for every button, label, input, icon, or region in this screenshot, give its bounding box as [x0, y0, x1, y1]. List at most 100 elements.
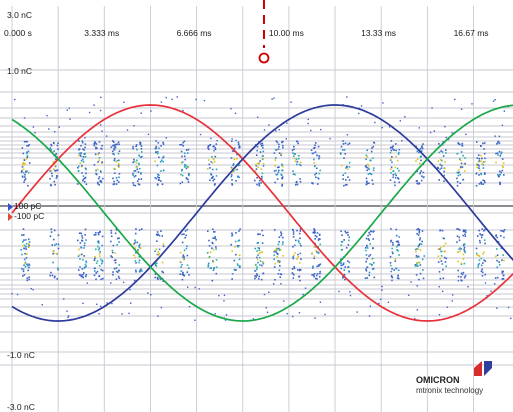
pd-point: [256, 176, 258, 179]
pd-point: [460, 263, 463, 266]
pd-point: [297, 154, 300, 157]
pd-point: [366, 257, 368, 260]
pd-point: [115, 267, 118, 269]
pd-point: [459, 159, 462, 162]
pd-point: [293, 157, 296, 160]
pd-point: [80, 274, 83, 277]
pd-point: [22, 164, 25, 166]
pd-point: [478, 259, 481, 262]
pd-point: [236, 168, 239, 171]
pd-point: [480, 160, 483, 163]
pd-point: [313, 152, 315, 154]
pd-point: [23, 239, 25, 241]
pd-point: [118, 269, 120, 272]
pd-point: [113, 167, 115, 170]
pd-point: [181, 241, 184, 244]
pd-point: [276, 141, 279, 144]
pd-point: [370, 230, 373, 233]
pd-point: [154, 160, 156, 163]
pd-point: [213, 267, 215, 269]
pd-point: [292, 255, 295, 258]
pd-point: [182, 141, 185, 144]
pd-point: [419, 237, 421, 239]
pd-point: [341, 234, 343, 236]
pd-point: [97, 168, 99, 171]
pd-point: [366, 163, 369, 165]
pd-point: [95, 143, 98, 145]
pd-point: [118, 176, 120, 179]
pd-point: [398, 254, 400, 256]
pd-point: [398, 148, 401, 151]
pd-point: [136, 159, 138, 162]
pd-point: [484, 242, 486, 245]
pd-point: [114, 168, 116, 170]
pd-point: [500, 152, 502, 155]
pd-point: [118, 143, 120, 146]
pd-point: [51, 244, 54, 246]
pd-point: [499, 154, 502, 157]
pd-point: [82, 148, 84, 150]
pd-point: [496, 266, 499, 269]
pd-point: [475, 184, 478, 187]
pd-point: [297, 269, 299, 271]
pd-point: [343, 157, 345, 159]
pd-point: [180, 150, 183, 153]
pd-point: [215, 168, 218, 171]
pd-point: [416, 263, 418, 265]
pd-point: [256, 145, 259, 148]
pd-point: [341, 164, 343, 167]
pd-point: [348, 142, 351, 145]
pd-point: [500, 151, 503, 154]
pd-point: [110, 282, 112, 284]
pd-point: [420, 170, 423, 172]
pd-point: [93, 141, 96, 143]
pd-point: [397, 241, 400, 244]
pd-point: [231, 171, 234, 174]
pd-point: [93, 267, 96, 270]
pd-point: [76, 166, 79, 169]
pd-point: [372, 247, 374, 250]
y-tick-label: -1.0 nC: [7, 350, 35, 360]
pd-point: [98, 141, 101, 143]
pd-point: [286, 122, 288, 124]
logo-tagline: mtronix technology: [416, 386, 483, 395]
pd-point: [482, 183, 485, 186]
pd-point: [21, 147, 24, 149]
pd-point: [183, 249, 186, 252]
pd-point: [318, 155, 321, 158]
pd-point: [82, 158, 84, 161]
pd-point: [110, 235, 113, 238]
pd-point: [206, 230, 209, 233]
pd-point: [118, 241, 120, 243]
pd-point: [495, 234, 498, 237]
pd-point: [475, 164, 478, 166]
pd-point: [99, 124, 102, 126]
pd-point: [282, 254, 284, 257]
pd-point: [397, 178, 400, 180]
time-cursor[interactable]: [258, 0, 270, 64]
pd-point: [134, 260, 137, 262]
pd-point: [100, 96, 102, 99]
pd-point: [495, 152, 497, 155]
pd-point: [366, 166, 368, 169]
cursor-handle[interactable]: [258, 52, 270, 64]
pd-point: [366, 182, 369, 185]
pd-point: [147, 133, 150, 136]
pd-point: [481, 228, 484, 230]
pd-point: [392, 174, 395, 176]
pd-point: [496, 141, 499, 144]
pd-point: [97, 232, 100, 234]
pd-point: [210, 172, 212, 175]
pd-point: [99, 230, 101, 233]
pd-point: [397, 244, 399, 247]
pd-point: [277, 143, 280, 146]
pd-point: [342, 174, 345, 176]
pd-point: [98, 157, 101, 159]
pd-point: [133, 158, 135, 161]
pd-point: [21, 240, 24, 243]
pd-point: [80, 253, 83, 256]
pd-point: [82, 302, 84, 304]
pd-point: [311, 252, 314, 254]
pd-point: [132, 184, 135, 186]
